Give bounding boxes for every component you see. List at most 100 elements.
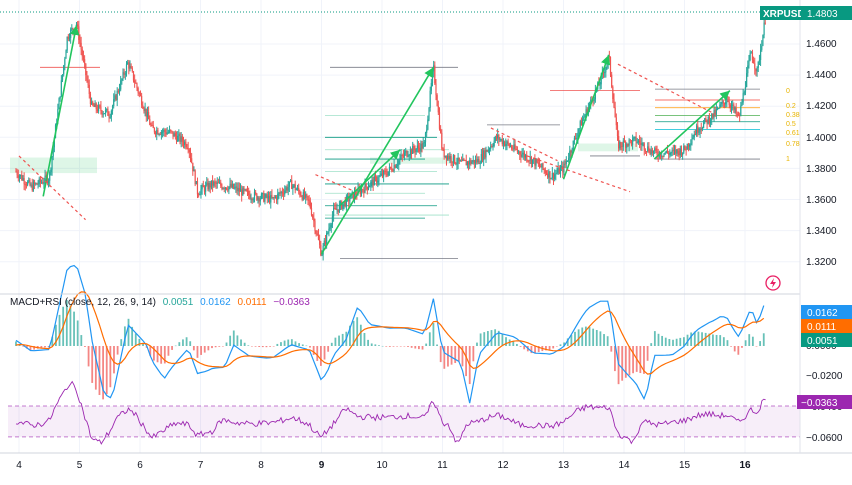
candle-body (282, 193, 285, 195)
candle-body (82, 56, 85, 60)
candle-body (123, 72, 125, 75)
candle-body (234, 187, 236, 189)
candle-body (291, 180, 293, 189)
candle-body (495, 136, 498, 139)
zone (10, 157, 97, 174)
time-tick: 15 (679, 460, 691, 471)
candle-body (61, 74, 64, 81)
histogram-bar (414, 346, 417, 349)
histogram-bar (123, 326, 126, 346)
candle-body (502, 141, 505, 145)
candle-body (320, 244, 322, 256)
candle-body (277, 193, 279, 200)
candle-body (149, 119, 151, 125)
candle-body (258, 197, 260, 202)
histogram-bar (359, 324, 362, 346)
histogram-bar (203, 346, 206, 353)
candle-body (127, 62, 129, 65)
candle-body (501, 139, 503, 145)
candle-body (543, 168, 545, 171)
candle-body (40, 182, 43, 184)
candle-body (422, 142, 424, 149)
candle-body (278, 192, 280, 194)
candle-body (35, 183, 37, 185)
macd-badge[interactable]: 0.0162 (801, 305, 852, 319)
candle-body (744, 87, 747, 93)
candle-body (519, 151, 521, 155)
histogram-bar (131, 326, 134, 346)
candle-body (648, 146, 650, 152)
candle-body (396, 164, 399, 166)
candle-body (429, 90, 431, 108)
histogram-bar (516, 343, 518, 346)
zone (578, 143, 638, 152)
candle-body (640, 142, 642, 146)
histogram-bar (105, 346, 108, 395)
candle-body (552, 173, 555, 180)
candle-body (583, 117, 585, 120)
indicator-legend[interactable]: MACD+RSI (close, 12, 26, 9, 14) 0.0051 0… (10, 297, 314, 308)
candle-body (333, 207, 335, 217)
histogram-bar (327, 346, 330, 352)
histogram-bar (189, 341, 192, 346)
histogram-badge[interactable]: 0.0051 (801, 333, 852, 347)
candle-body (500, 139, 502, 141)
candle-body (449, 156, 451, 159)
candle-body (537, 162, 539, 164)
candle-body (642, 143, 644, 145)
candle-body (694, 134, 697, 136)
histogram-bar (370, 343, 373, 346)
histogram-bar (628, 346, 631, 376)
candle-body (555, 173, 557, 175)
candle-body (734, 107, 736, 110)
candle-body (334, 207, 336, 209)
candle-body (300, 195, 302, 197)
rsi-badge[interactable]: −0.0363 (797, 395, 852, 409)
candle-body (590, 99, 592, 104)
candle-body (99, 105, 101, 107)
candle-body (385, 171, 387, 175)
candle-body (565, 160, 567, 164)
histogram-bar (287, 339, 290, 346)
candle-body (551, 173, 553, 179)
candle-body (506, 141, 508, 145)
histogram-bar (428, 332, 431, 346)
candle-body (725, 101, 727, 105)
candle-body (185, 141, 187, 148)
histogram-bar (523, 346, 526, 350)
candle-body (339, 201, 342, 205)
candle-body (488, 149, 491, 151)
histogram-bar (283, 340, 286, 346)
candle-body (498, 134, 500, 140)
histogram-bar (748, 334, 751, 346)
candle-body (230, 183, 232, 188)
candle-body (669, 152, 671, 155)
candle-body (168, 129, 171, 133)
candle-body (326, 233, 328, 244)
histogram-bar (712, 334, 714, 346)
alert-icon[interactable] (765, 275, 781, 291)
candle-body (367, 187, 370, 190)
candle-body (599, 84, 601, 86)
price-tick: 1.3200 (806, 257, 837, 268)
symbol-badge[interactable]: XRPUSD (760, 6, 805, 20)
candle-body (63, 65, 65, 75)
histogram-bar (555, 346, 558, 347)
price-badge[interactable]: 1.4803 (801, 6, 852, 20)
candle-body (687, 143, 690, 147)
fib-label: 0 (786, 88, 790, 95)
candle-body (729, 104, 731, 108)
candle-body (242, 187, 244, 196)
signal-badge[interactable]: 0.0111 (801, 319, 852, 333)
candle-body (683, 145, 685, 153)
fib-label: 0.38 (786, 112, 800, 119)
fib-label: 0.5 (786, 121, 796, 128)
candle-body (442, 148, 444, 150)
candle-body (593, 99, 595, 102)
candle-body (281, 191, 284, 194)
legend-macd-value: 0.0162 (200, 297, 231, 308)
candle-body (379, 175, 381, 177)
histogram-bar (461, 346, 464, 367)
candle-body (671, 149, 673, 153)
